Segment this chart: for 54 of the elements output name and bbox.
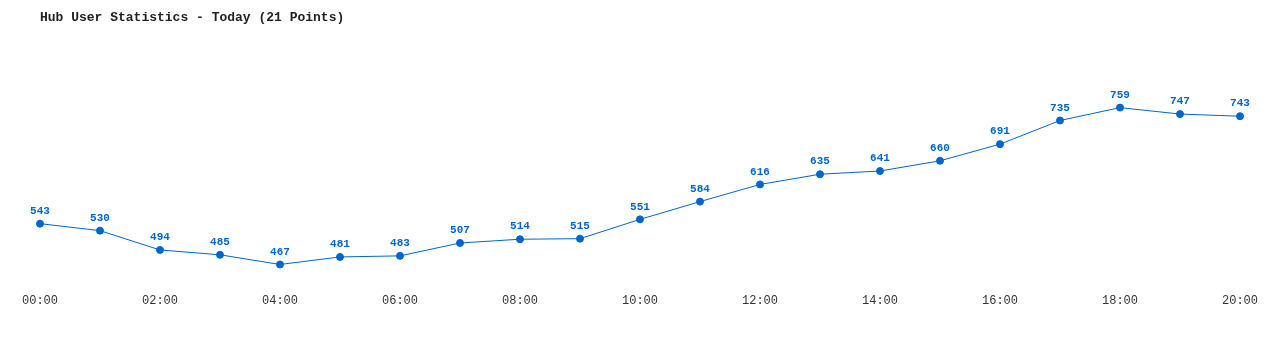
data-label: 483 (390, 237, 411, 250)
data-label: 691 (990, 125, 1011, 138)
point (1056, 116, 1064, 125)
point (636, 215, 644, 224)
data-label: 543 (30, 204, 51, 217)
point (816, 170, 824, 179)
chart-title: Hub User Statistics - Today (21 Points) (40, 10, 345, 26)
point (1236, 112, 1244, 121)
point (36, 219, 44, 228)
point (96, 226, 104, 235)
x-tick-label: 06:00 (381, 293, 419, 308)
point (1116, 103, 1124, 112)
x-tick-label: 00:00 (21, 293, 59, 308)
data-label: 616 (750, 165, 770, 178)
point (396, 251, 404, 260)
data-label: 641 (870, 152, 891, 165)
point (336, 252, 344, 261)
data-label: 485 (210, 236, 231, 249)
point (156, 245, 164, 254)
x-tick-label: 14:00 (861, 293, 899, 308)
data-label: 515 (570, 219, 591, 232)
point (936, 156, 944, 165)
point (996, 140, 1004, 149)
data-label: 584 (690, 182, 711, 195)
data-label: 743 (1230, 97, 1251, 110)
x-tick-label: 02:00 (141, 293, 179, 308)
x-tick-label: 04:00 (261, 293, 299, 308)
x-tick-label: 16:00 (981, 293, 1019, 308)
data-label: 507 (450, 224, 470, 237)
data-label: 481 (330, 238, 351, 251)
x-tick-label: 20:00 (1221, 293, 1259, 308)
point (576, 234, 584, 243)
point (756, 180, 764, 189)
x-tick-label: 12:00 (741, 293, 779, 308)
data-label: 514 (510, 220, 531, 233)
data-label: 747 (1170, 95, 1190, 108)
point (216, 250, 224, 259)
data-label: 551 (630, 200, 651, 213)
data-label: 494 (150, 231, 171, 244)
data-label: 530 (90, 211, 110, 224)
point (1176, 110, 1184, 119)
data-label: 467 (270, 245, 290, 258)
point (516, 235, 524, 244)
point (876, 167, 884, 176)
point (696, 197, 704, 206)
x-tick-label: 08:00 (501, 293, 539, 308)
x-tick-label: 18:00 (1101, 293, 1139, 308)
point (456, 238, 464, 247)
data-label: 735 (1050, 101, 1071, 114)
x-tick-label: 10:00 (621, 293, 659, 308)
data-label: 635 (810, 155, 831, 168)
point (276, 260, 284, 269)
data-label: 759 (1110, 88, 1130, 101)
data-label: 660 (930, 142, 950, 155)
